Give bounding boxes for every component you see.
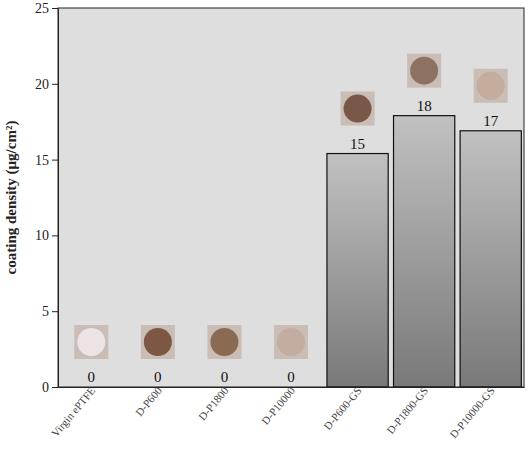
tick: Virgin ePTFE <box>49 384 98 439</box>
tick-label: 25 <box>35 1 49 16</box>
data-label: 18 <box>417 98 432 114</box>
tick: 25 <box>35 1 58 16</box>
bar <box>327 154 388 387</box>
axis-title: coating density (μg/cm²) <box>3 121 20 275</box>
photo-sample <box>344 95 372 123</box>
tick: 20 <box>35 77 58 92</box>
chart: 0 0 0 0 15 18 17 0 5 10 15 20 25 Virgin ePTFE D-P600 D-… <box>0 0 532 459</box>
tick-label: 0 <box>42 380 49 395</box>
photo-sample <box>210 328 238 356</box>
data-label: 17 <box>483 113 499 129</box>
photo-sample <box>477 72 505 100</box>
photo-frame <box>274 325 308 359</box>
tick: 15 <box>35 153 58 168</box>
tick: D-P10000 <box>259 384 298 427</box>
data-label: 0 <box>221 369 229 385</box>
plot-background <box>58 8 524 387</box>
x-axis: Virgin ePTFE D-P600 D-P1800 D-P10000 D-P600-… <box>49 384 525 440</box>
data-label: 0 <box>287 369 295 385</box>
plot-frame <box>58 8 524 387</box>
photo-frame <box>74 325 108 359</box>
tick: 0 <box>42 380 58 395</box>
tick-label: D-P1800 <box>196 384 231 423</box>
bar <box>460 131 521 387</box>
tick: D-P1800 <box>196 384 231 423</box>
tick-label: 20 <box>35 77 49 92</box>
data-label: 0 <box>154 369 162 385</box>
photo-frame <box>474 69 508 103</box>
tick-mark <box>52 160 58 161</box>
tick-mark <box>52 84 58 85</box>
y-axis: 0 5 10 15 20 25 <box>35 1 59 395</box>
data-labels: 0 0 0 0 15 18 17 <box>88 98 499 385</box>
tick-label: D-P10000 <box>259 384 298 427</box>
data-label: 15 <box>350 136 365 152</box>
tick-label: 5 <box>42 304 49 319</box>
sample-photos <box>74 54 507 359</box>
tick: D-P10000-GS <box>447 384 497 440</box>
tick-label: D-P600 <box>133 384 165 418</box>
tick-label: Virgin ePTFE <box>49 384 98 439</box>
photo-frame <box>407 54 441 88</box>
tick-label: D-P1800-GS <box>384 384 430 436</box>
photo-sample <box>410 57 438 85</box>
tick-mark <box>52 387 58 388</box>
tick-mark <box>52 311 58 312</box>
photo-sample <box>77 328 105 356</box>
tick-label: 10 <box>35 228 49 243</box>
plot: 0 0 0 0 15 18 17 0 5 10 15 20 25 Virgin ePTFE D-P600 D-… <box>35 1 525 440</box>
photo-sample <box>144 328 172 356</box>
photo-frame <box>207 325 241 359</box>
data-label: 0 <box>88 369 96 385</box>
tick: 10 <box>35 228 58 243</box>
tick-label: 15 <box>35 153 49 168</box>
tick-label: D-P600-GS <box>321 384 364 432</box>
tick: D-P1800-GS <box>384 384 430 436</box>
photo-frame <box>141 325 175 359</box>
bars <box>327 116 521 387</box>
tick: 5 <box>42 304 58 319</box>
tick-mark <box>52 8 58 9</box>
photo-frame <box>341 92 375 126</box>
tick-label: D-P10000-GS <box>447 384 497 440</box>
tick-mark <box>52 235 58 236</box>
tick: D-P600 <box>133 384 165 418</box>
bar <box>394 116 455 387</box>
tick: D-P600-GS <box>321 384 364 432</box>
photo-sample <box>277 328 305 356</box>
